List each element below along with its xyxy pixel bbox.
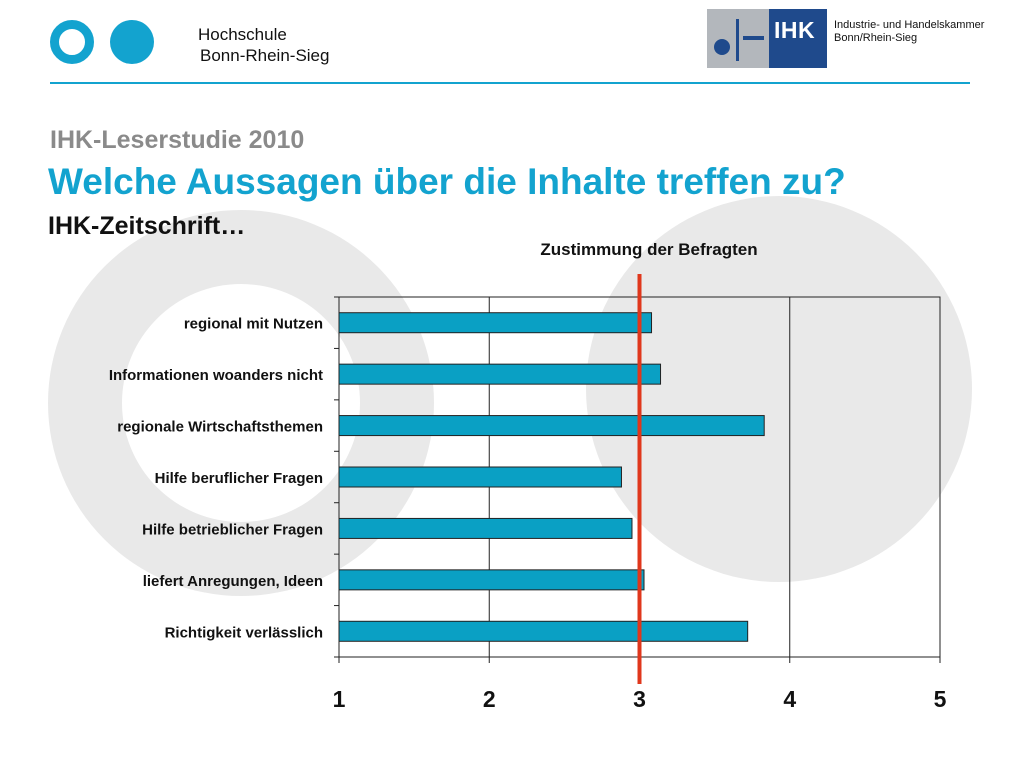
ihk-logo-dash-icon [743,36,764,40]
ihk-logo: IHK [707,9,827,68]
x-tick-label: 2 [483,686,496,712]
slide-subtitle: IHK-Zeitschrift… [48,212,246,240]
bar [338,312,653,334]
bar [338,415,765,437]
ihk-name: Industrie- und Handelskammer Bonn/Rhein-… [834,19,984,45]
ihk-logo-dot-icon [714,39,730,55]
university-name: Hochschule Bonn-Rhein-Sieg [198,24,329,66]
category-label: regional mit Nutzen [184,316,323,333]
university-logo-dot-icon [110,20,154,64]
bar [338,620,749,642]
bar [338,569,645,591]
slide-supertitle: IHK-Leserstudie 2010 [50,126,305,154]
ihk-logo-bar-icon [736,19,739,61]
x-tick-label: 1 [333,686,346,712]
x-tick-label: 5 [934,686,947,712]
ihk-logo-panel [769,9,827,68]
category-label: Hilfe betrieblicher Fragen [142,521,323,538]
x-tick-label: 3 [633,686,646,712]
category-label: Informationen woanders nicht [109,367,323,384]
ihk-name-line2: Bonn/Rhein-Sieg [834,32,918,44]
university-name-line2: Bonn-Rhein-Sieg [200,46,330,65]
header-divider [50,82,970,84]
category-label: regionale Wirtschaftsthemen [117,419,323,436]
background-circle-right [586,196,972,582]
category-label: liefert Anregungen, Ideen [143,573,323,590]
category-label: Hilfe beruflicher Fragen [155,470,323,487]
ihk-name-line1: Industrie- und Handelskammer [834,19,985,31]
x-tick-label: 4 [783,686,796,712]
bar [338,466,622,488]
ihk-logo-text: IHK [774,17,816,43]
bar [338,363,662,385]
university-logo-ring-icon [50,20,94,64]
chart-title: Zustimmung der Befragten [540,240,757,259]
slide-title: Welche Aussagen über die Inhalte treffen… [48,161,846,202]
bar [338,517,633,539]
university-name-line1: Hochschule [198,25,287,44]
category-label: Richtigkeit verlässlich [165,624,323,641]
background-circle-left-inner [122,284,360,522]
